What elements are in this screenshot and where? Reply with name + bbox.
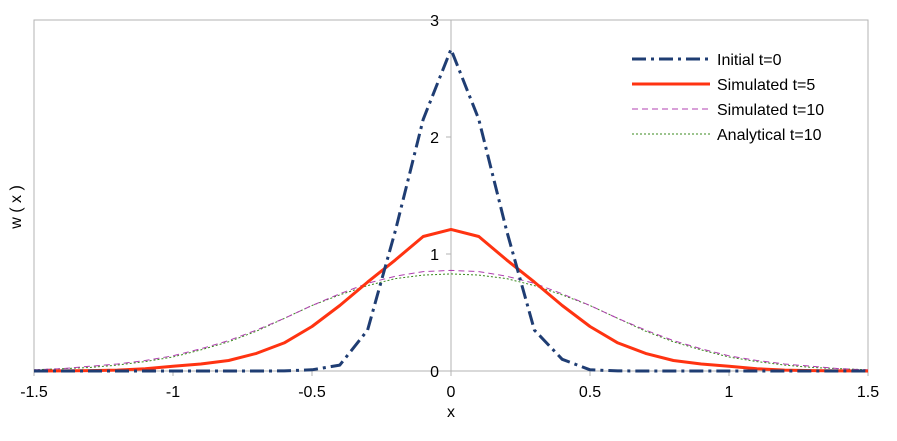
y-tick-label: 2 (430, 130, 439, 147)
series-line-simulated-t-5 (33, 227, 869, 373)
x-tick-label: 0 (447, 384, 456, 401)
y-tick-label: 1 (430, 247, 439, 264)
y-tick-label: 3 (430, 13, 439, 30)
legend-label: Simulated t=10 (717, 102, 824, 119)
legend: Initial t=0 Simulated t=5 Simulated t=10 An… (632, 52, 824, 144)
series-line-analytical-t-10 (33, 273, 869, 371)
legend-label: Analytical t=10 (717, 127, 822, 144)
series-group (33, 47, 869, 373)
x-tick-label: 0.5 (579, 384, 601, 401)
legend-label: Simulated t=5 (717, 77, 815, 94)
legend-label: Initial t=0 (717, 52, 782, 69)
series-line-simulated-t-10 (33, 269, 869, 371)
x-tick-label: -1 (166, 384, 180, 401)
x-tick-label: -1.5 (20, 384, 48, 401)
x-tick-label: 1 (725, 384, 734, 401)
x-tick-label: -0.5 (298, 384, 326, 401)
x-tick-label: 1.5 (857, 384, 879, 401)
y-tick-label: 0 (430, 364, 439, 381)
x-axis-label: x (447, 404, 455, 421)
series-line-initial-t-0 (34, 47, 868, 373)
y-axis-label: w ( x ) (8, 185, 25, 230)
